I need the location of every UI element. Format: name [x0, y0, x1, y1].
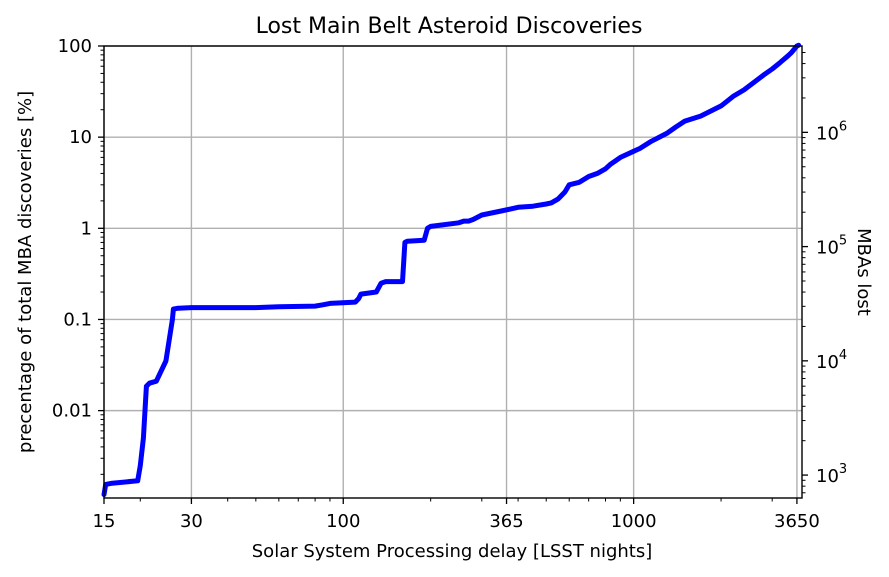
y-tick-label: 10 — [69, 127, 92, 148]
y-right-tick-label: 106 — [816, 119, 847, 144]
y-tick-label: 0.01 — [52, 401, 92, 422]
x-tick-label: 365 — [489, 511, 523, 532]
x-tick-label: 1000 — [611, 511, 657, 532]
y-tick-label: 0.1 — [63, 309, 92, 330]
x-tick-label: 15 — [93, 511, 116, 532]
x-tick-label: 100 — [326, 511, 360, 532]
series-layer — [101, 42, 802, 498]
grid-lines — [103, 45, 802, 498]
y-tick-label: 1 — [81, 218, 92, 239]
series-line-0 — [101, 42, 802, 498]
y-right-axis-label: MBAs lost — [853, 228, 874, 316]
x-axis-label: Solar System Processing delay [LSST nigh… — [252, 541, 653, 562]
y-right-tick-label: 104 — [816, 348, 847, 373]
y-tick-label: 100 — [58, 36, 92, 57]
axes-layer: 15 30 100 365 1000 3650 0.01 0.1 1 10 100 103 104 105… — [52, 36, 847, 532]
x-tick-label: 3650 — [774, 511, 820, 532]
x-tick-label: 30 — [180, 511, 203, 532]
y-right-tick-label: 103 — [816, 462, 847, 487]
y-axis-label: precentage of total MBA discoveries [%] — [15, 91, 36, 453]
chart-title: Lost Main Belt Asteroid Discoveries — [256, 14, 643, 39]
y-right-tick-label: 105 — [816, 234, 847, 259]
plot-frame — [103, 45, 803, 499]
